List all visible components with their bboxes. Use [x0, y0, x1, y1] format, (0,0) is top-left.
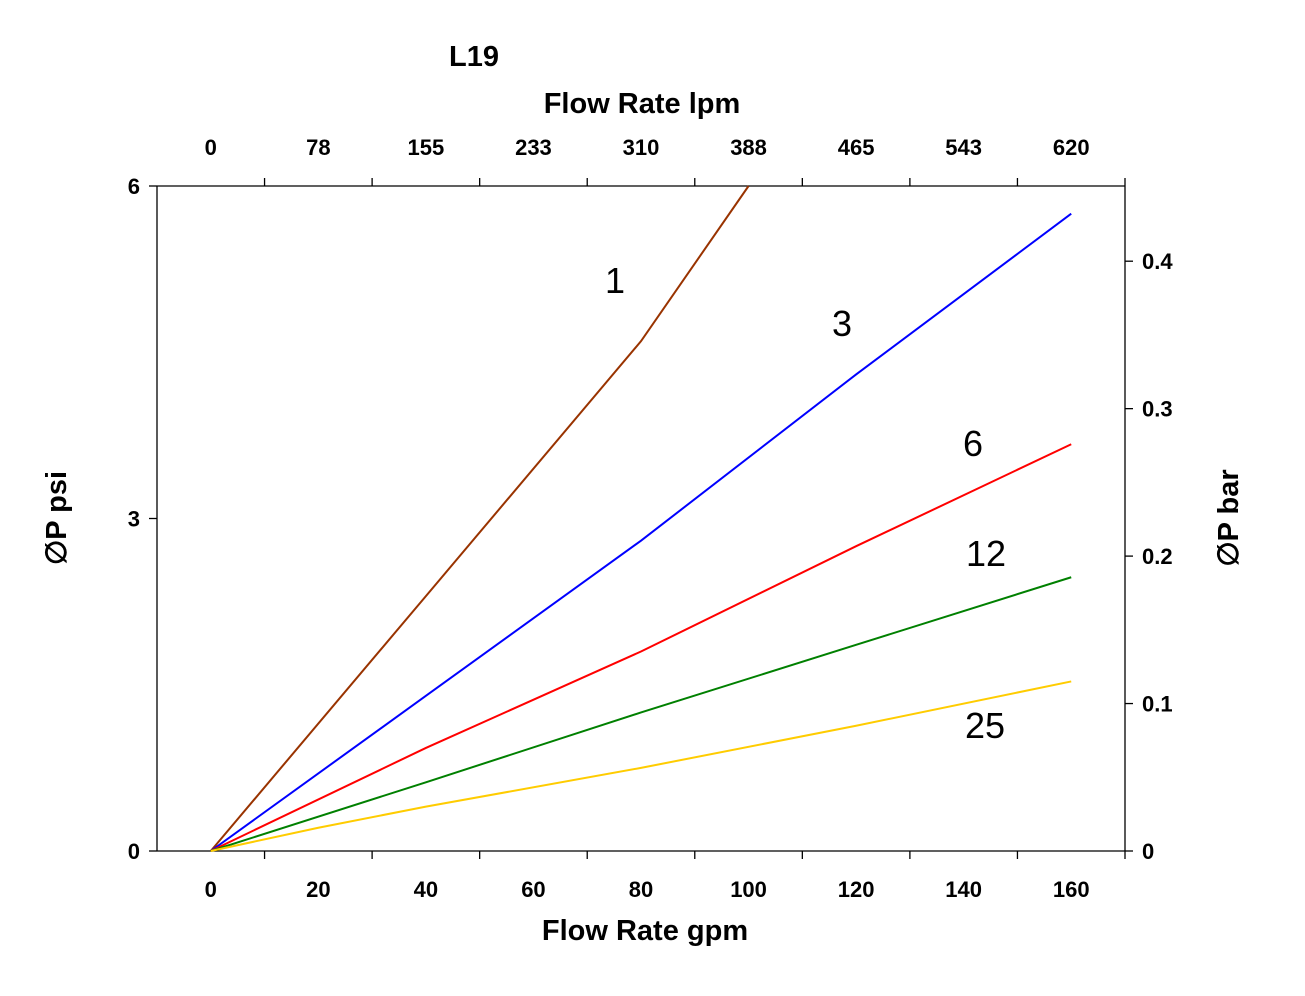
x-tick-label: 40 — [414, 877, 438, 902]
x2-tick-label: 78 — [306, 135, 330, 160]
y2-tick-label: 0.2 — [1142, 544, 1173, 569]
x2-tick-label: 543 — [945, 135, 982, 160]
x-tick-label: 140 — [945, 877, 982, 902]
series-line-3 — [210, 212, 1072, 852]
series-label-12: 12 — [966, 533, 1006, 574]
x2-tick-label: 620 — [1053, 135, 1090, 160]
y2-axis-label: ∅P bar — [1213, 469, 1245, 566]
y-tick-label: 6 — [128, 174, 140, 199]
series-label-6: 6 — [963, 423, 983, 464]
x-tick-label: 0 — [205, 877, 217, 902]
x2-tick-label: 465 — [838, 135, 875, 160]
y2-tick-label: 0.4 — [1142, 249, 1173, 274]
x2-tick-label: 155 — [408, 135, 445, 160]
x-tick-label: 80 — [629, 877, 653, 902]
x-axis-label: Flow Rate gpm — [542, 915, 748, 947]
x2-tick-label: 388 — [730, 135, 767, 160]
series-line-25 — [210, 680, 1072, 852]
series-label-1: 1 — [605, 260, 625, 301]
y2-tick-label: 0.3 — [1142, 397, 1173, 422]
y-tick-label: 0 — [128, 839, 140, 864]
y-axis-label: ∅P psi — [41, 471, 73, 565]
series-line-6 — [210, 443, 1072, 852]
y2-tick-label: 0.1 — [1142, 692, 1173, 717]
x2-tick-label: 0 — [205, 135, 217, 160]
series-label-3: 3 — [832, 303, 852, 344]
x-tick-label: 120 — [838, 877, 875, 902]
x-tick-label: 100 — [730, 877, 767, 902]
x-tick-label: 20 — [306, 877, 330, 902]
chart-title: L19 — [449, 41, 499, 73]
x-tick-label: 160 — [1053, 877, 1090, 902]
x2-axis-label: Flow Rate lpm — [544, 88, 741, 120]
series-line-12 — [210, 576, 1072, 852]
series-label-25: 25 — [965, 705, 1005, 746]
x-tick-label: 60 — [521, 877, 545, 902]
x2-tick-label: 233 — [515, 135, 552, 160]
y-tick-label: 3 — [128, 507, 140, 532]
series-line-1 — [210, 185, 750, 852]
y2-tick-label: 0 — [1142, 839, 1154, 864]
x2-tick-label: 310 — [623, 135, 660, 160]
